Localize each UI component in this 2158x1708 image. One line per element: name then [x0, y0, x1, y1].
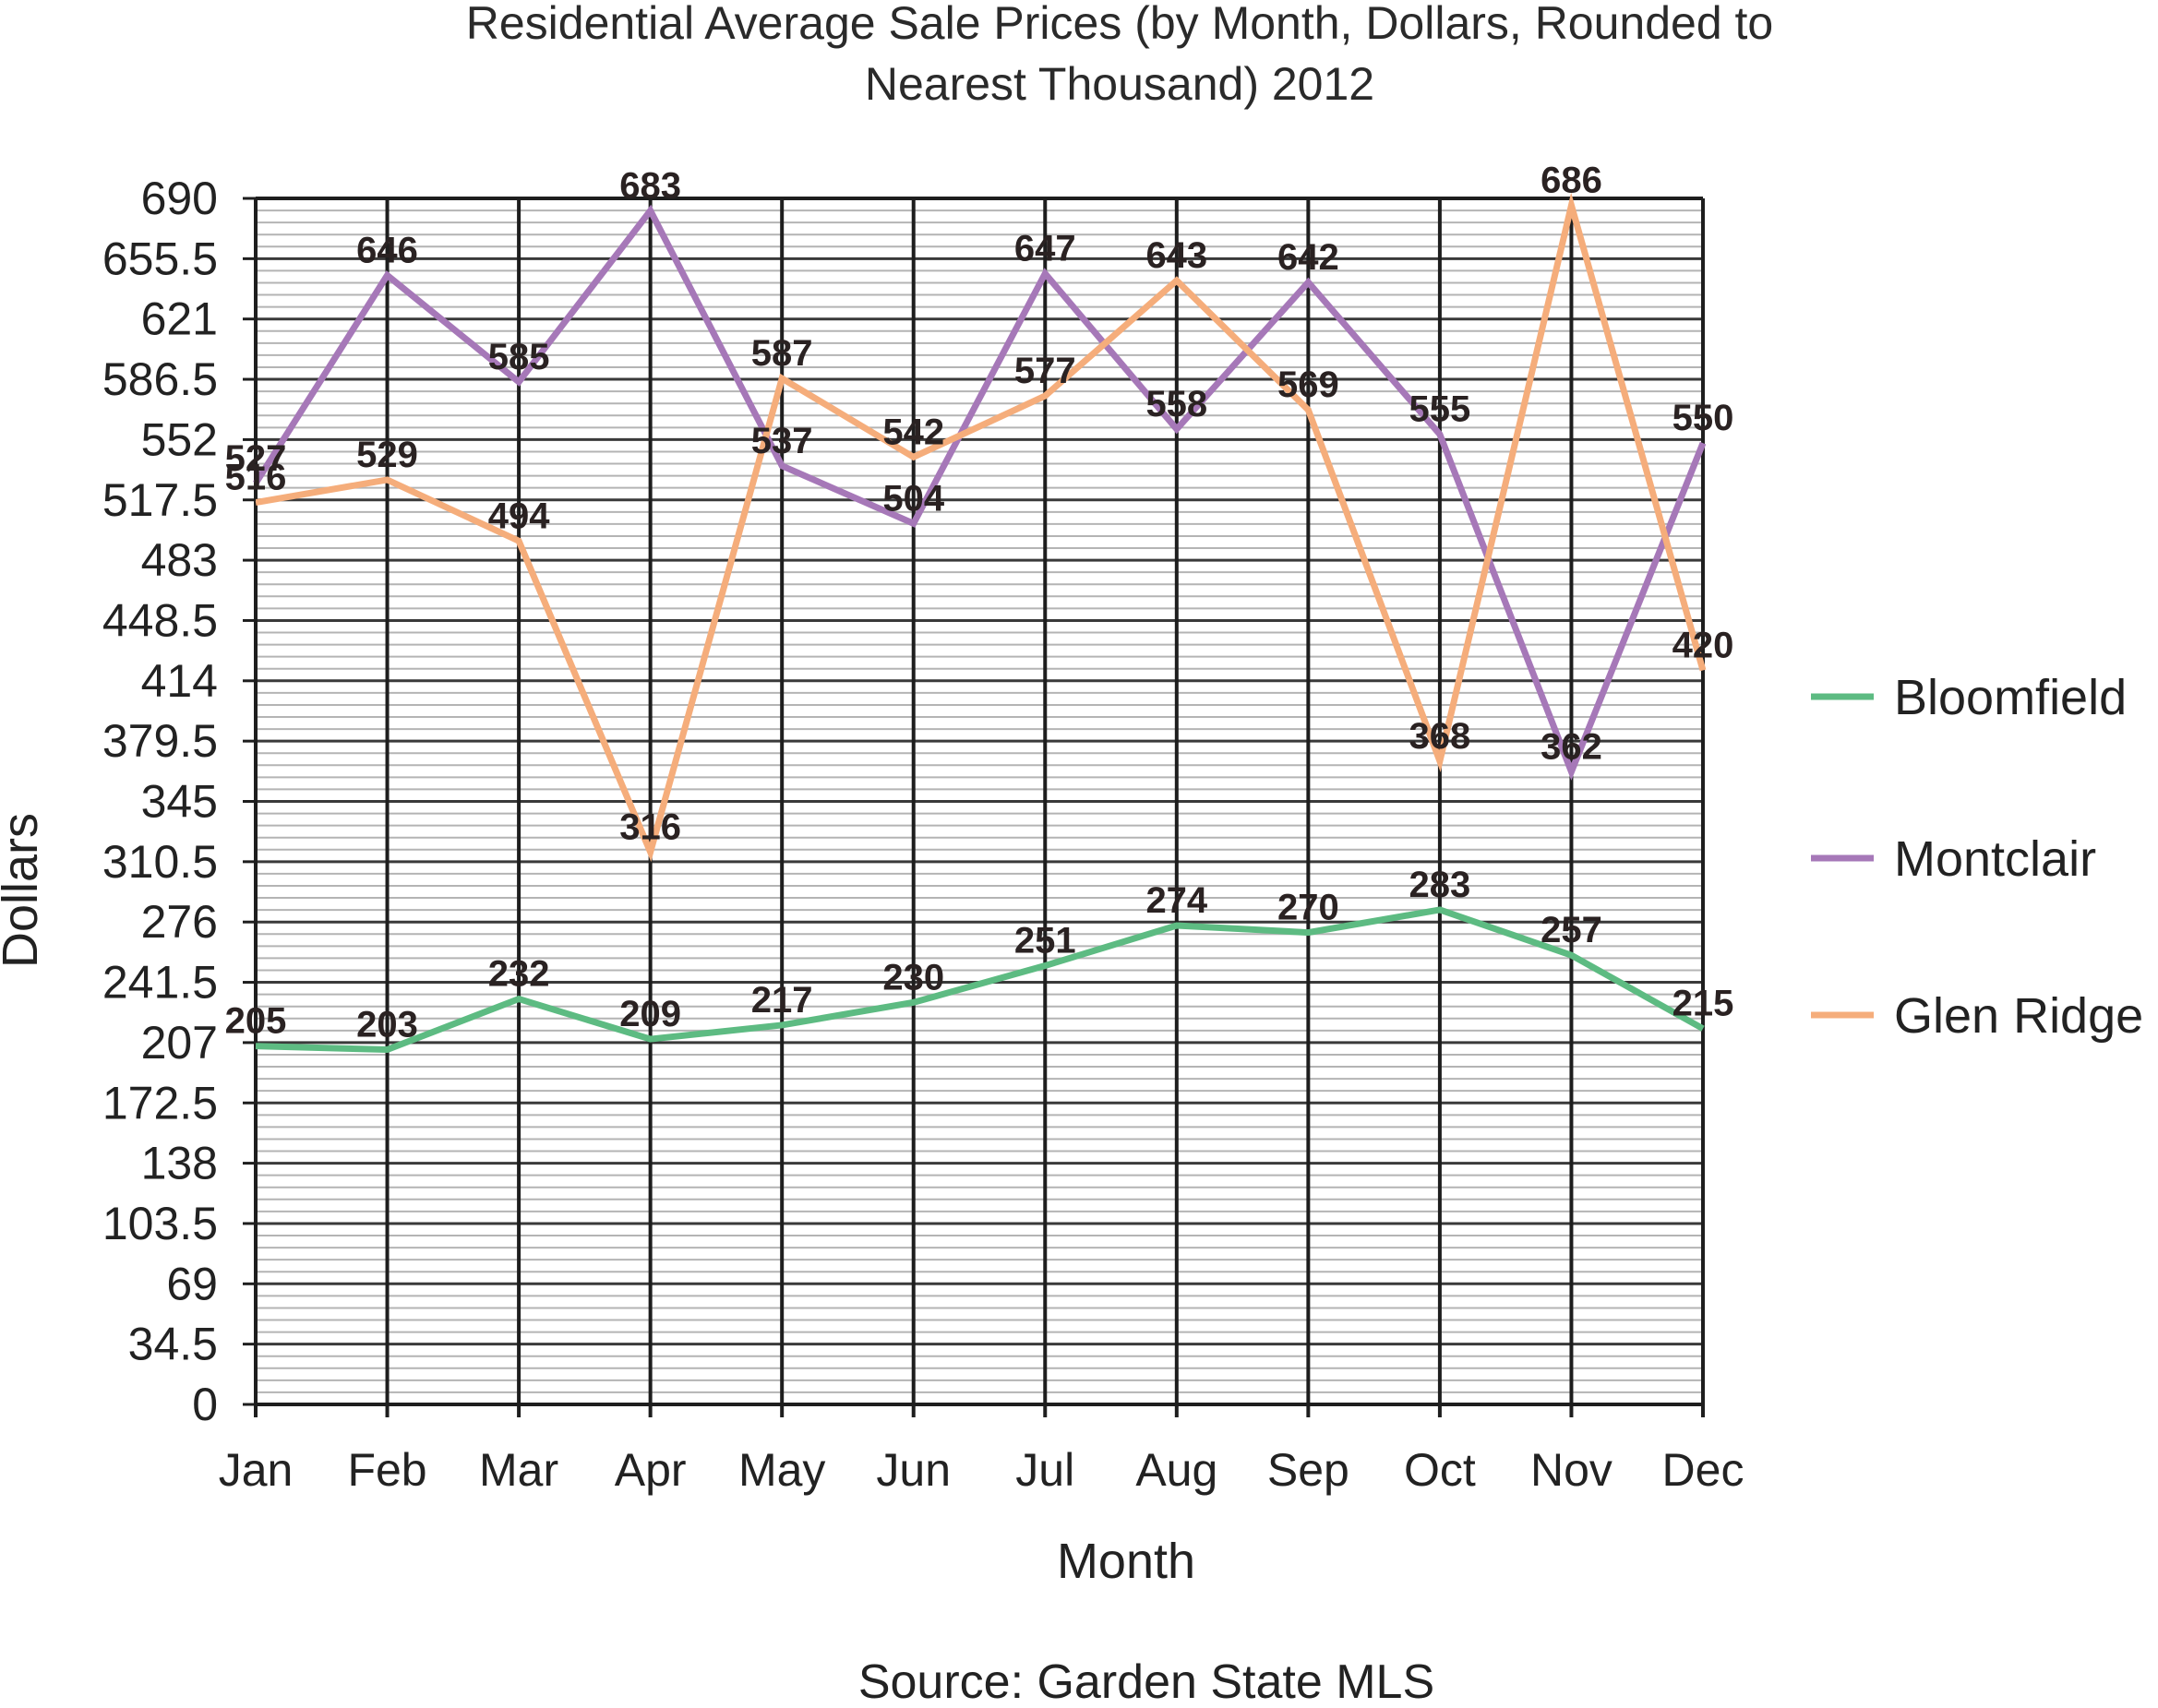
data-label: 283 — [1409, 865, 1471, 905]
y-tick-label: 448.5 — [102, 594, 218, 646]
data-label: 504 — [882, 478, 944, 519]
data-label: 362 — [1541, 726, 1602, 767]
series-line-glen-ridge — [255, 192, 1707, 863]
y-tick-label: 207 — [141, 1017, 218, 1069]
y-tick-label: 517.5 — [102, 474, 218, 526]
y-axis-ticks: 0 34.5 69 103.5 138 172.5 207 241.5 276 310.5 345 3… — [102, 173, 256, 1430]
y-tick-label: 138 — [141, 1138, 218, 1189]
data-label: 577 — [1014, 351, 1076, 391]
data-label: 527 — [225, 438, 287, 479]
x-tick-label: Apr — [615, 1444, 687, 1496]
x-axis-title: Month — [1057, 1534, 1195, 1589]
x-tick-label: Aug — [1135, 1444, 1217, 1496]
data-label: 646 — [356, 230, 418, 270]
legend: Bloomfield Montclair Glen Ridge — [1811, 670, 2143, 1044]
data-label: 205 — [225, 1001, 287, 1042]
y-tick-label: 414 — [141, 655, 218, 707]
data-label: 230 — [882, 957, 944, 997]
data-label: 569 — [1277, 364, 1339, 405]
data-label: 516 — [225, 458, 287, 498]
y-tick-label: 586.5 — [102, 353, 218, 405]
data-label: 555 — [1409, 389, 1471, 430]
series-line-bloomfield — [255, 906, 1705, 1053]
data-label: 585 — [488, 337, 550, 377]
data-label: 232 — [488, 954, 550, 995]
data-label: 683 — [619, 165, 681, 206]
y-tick-label: 241.5 — [102, 957, 218, 1009]
data-label: 270 — [1277, 888, 1339, 928]
data-label: 420 — [1672, 625, 1734, 665]
data-label: 368 — [1409, 716, 1471, 757]
data-label: 643 — [1145, 235, 1207, 276]
data-label: 257 — [1541, 910, 1602, 950]
legend-label: Montclair — [1894, 831, 2096, 887]
source-note: Source: Garden State MLS — [858, 1655, 1434, 1703]
chart-title-line-1: Residential Average Sale Prices (by Mont… — [466, 0, 1774, 49]
x-tick-label: Oct — [1404, 1444, 1476, 1496]
y-tick-label: 379.5 — [102, 715, 218, 767]
data-label: 542 — [882, 412, 944, 452]
x-tick-label: Dec — [1662, 1444, 1744, 1496]
legend-label: Bloomfield — [1894, 670, 2127, 725]
chart-title-line-2: Nearest Thousand) 2012 — [865, 58, 1374, 110]
data-label: 642 — [1277, 237, 1339, 278]
y-tick-label: 345 — [141, 776, 218, 828]
legend-label: Glen Ridge — [1894, 988, 2143, 1044]
x-tick-label: Jul — [1015, 1444, 1074, 1496]
data-labels: 205 203 232 209 217 230 251 274 270 283 257 215 527 6… — [225, 161, 1734, 1045]
y-tick-label: 552 — [141, 413, 218, 465]
y-tick-label: 172.5 — [102, 1077, 218, 1129]
series-line-montclair — [253, 204, 1707, 781]
data-label: 215 — [1672, 984, 1734, 1024]
y-tick-label: 655.5 — [102, 233, 218, 284]
data-label: 558 — [1145, 384, 1207, 424]
y-tick-label: 690 — [141, 173, 218, 224]
data-label: 316 — [619, 806, 681, 847]
plot-frame — [256, 197, 1703, 1406]
data-label: 203 — [356, 1004, 418, 1045]
x-tick-label: Sep — [1267, 1444, 1349, 1496]
y-tick-label: 69 — [166, 1258, 218, 1309]
y-tick-label: 276 — [141, 896, 218, 948]
x-axis-ticks: Jan Feb Mar Apr May Jun Jul Aug Sep Oct Nov Dec — [219, 1444, 1744, 1496]
y-tick-label: 34.5 — [128, 1319, 218, 1370]
data-label: 494 — [488, 496, 550, 536]
series-lines — [253, 192, 1707, 1053]
data-label: 217 — [751, 980, 813, 1021]
data-label: 537 — [751, 421, 813, 461]
y-axis-title: Dollars — [0, 813, 48, 968]
data-label: 587 — [751, 333, 813, 374]
x-tick-label: Nov — [1530, 1444, 1613, 1496]
y-tick-label: 0 — [192, 1379, 218, 1430]
x-tick-label: Jan — [219, 1444, 294, 1496]
data-label: 274 — [1145, 880, 1207, 921]
y-tick-label: 621 — [141, 293, 218, 345]
data-label: 686 — [1541, 161, 1602, 201]
x-tick-label: Feb — [347, 1444, 426, 1496]
y-tick-label: 310.5 — [102, 836, 218, 888]
data-label: 209 — [619, 994, 681, 1034]
data-label: 550 — [1672, 398, 1734, 438]
y-tick-label: 483 — [141, 534, 218, 586]
x-tick-label: Jun — [876, 1444, 951, 1496]
gridlines — [254, 197, 1705, 1417]
data-label: 529 — [356, 435, 418, 475]
x-tick-label: May — [738, 1444, 825, 1496]
data-label: 647 — [1014, 228, 1076, 269]
y-tick-label: 103.5 — [102, 1198, 218, 1249]
x-tick-label: Mar — [479, 1444, 558, 1496]
data-label: 251 — [1014, 921, 1076, 961]
